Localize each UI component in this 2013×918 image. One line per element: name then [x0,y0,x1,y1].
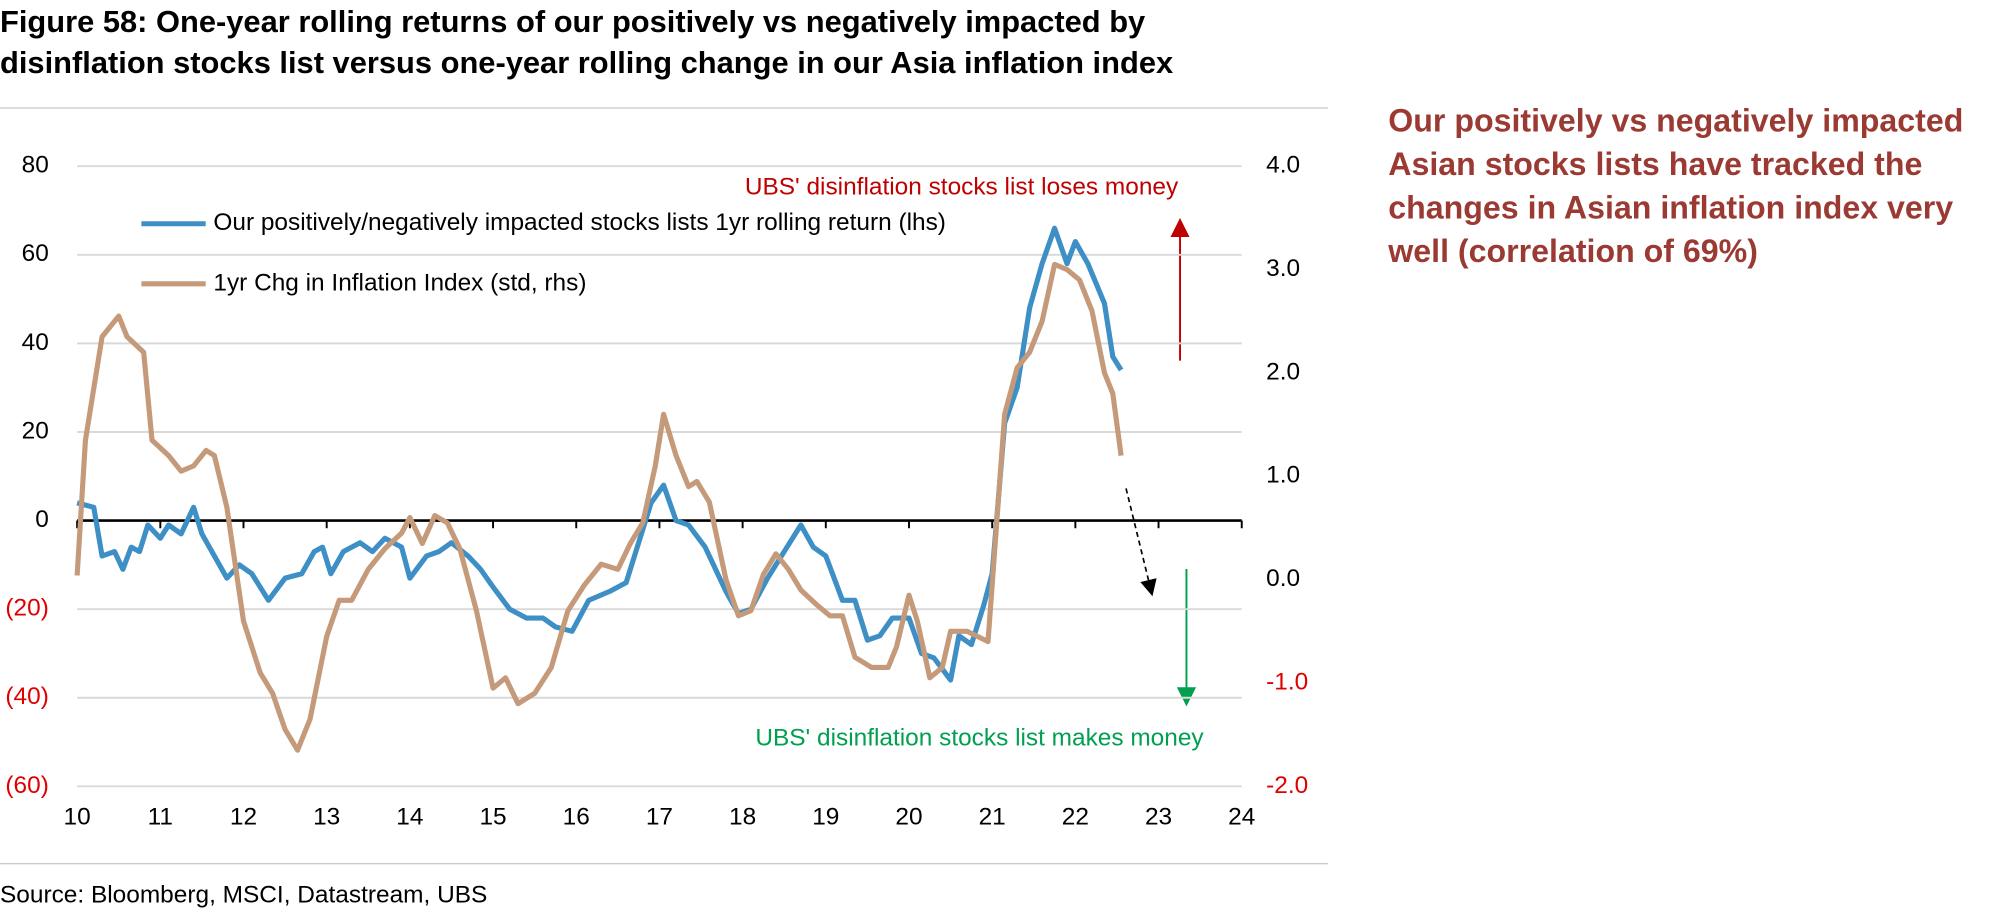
chart: (60) (40) (20) 0 20 40 60 80 -2.0 -1.0 0.0 1.0 2.0 3.… [5,152,1308,831]
x-tick-label: 23 [1145,804,1172,831]
x-tick-label: 24 [1228,804,1255,831]
x-tick-label: 12 [230,804,257,831]
x-tick-label: 11 [148,804,173,831]
arrow [1125,488,1157,597]
x-tick-label: 20 [895,804,922,831]
rule [0,863,1328,865]
y-tick-label: 20 [22,417,49,444]
y-tick-label: (60) [5,772,48,799]
y2-tick-label: 4.0 [1266,152,1300,179]
x-tick-label: 10 [64,804,91,831]
chart-title: Figure 58: One-year rolling returns of o… [0,3,1173,85]
y-tick-label: 40 [22,329,49,356]
title-line: Figure 58: One-year rolling returns of o… [0,5,1146,40]
x-tick-label: 21 [979,804,1006,831]
y-tick-label: (20) [5,595,48,622]
x-tick-label: 17 [646,804,673,831]
rule [0,107,1328,109]
y2-tick-label: 2.0 [1266,358,1300,385]
legend-label: 1yr Chg in Inflation Index (std, rhs) [213,269,586,296]
source: Source: Bloomberg, MSCI, Datastream, UBS [0,882,488,910]
x-tick-label: 18 [729,804,756,831]
x-tick-label: 16 [563,804,590,831]
y-tick-label: 60 [22,240,49,267]
title-line: disinflation stocks list versus one-year… [0,46,1174,81]
y-tick-label: (40) [5,683,48,710]
annotation: UBS' disinflation stocks list loses mone… [745,173,1179,200]
y2-tick-label: -1.0 [1266,668,1308,695]
series-line [74,261,1124,753]
legend-label: Our positively/negatively impacted stock… [213,209,946,236]
y2-tick-label: 1.0 [1266,462,1300,489]
y-tick-label: 0 [35,506,49,533]
series-line [76,225,1124,683]
x-tick-label: 14 [396,804,423,831]
x-tick-label: 15 [479,804,506,831]
annotation: UBS' disinflation stocks list makes mone… [755,725,1204,752]
x-tick-label: 13 [313,804,340,831]
y2-tick-label: 3.0 [1266,255,1300,282]
x-tick-label: 22 [1062,804,1089,831]
commentary: Our positively vs negatively impacted As… [1388,103,1964,270]
y2-tick-label: 0.0 [1266,565,1300,592]
x-tick-label: 19 [812,804,839,831]
y2-tick-label: -2.0 [1266,772,1308,799]
y-tick-label: 80 [22,152,49,179]
